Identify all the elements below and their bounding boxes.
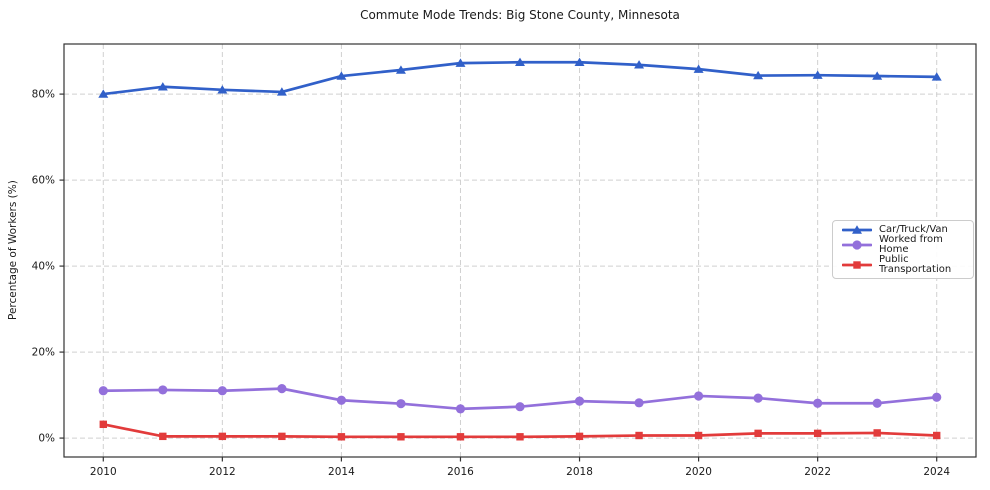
series-line-0 — [101, 60, 939, 96]
legend-line-triangle-icon — [842, 225, 872, 234]
legend: Car/Truck/Van Worked from Home Public Tr… — [832, 220, 974, 279]
data-point-marker — [694, 431, 703, 440]
chart-title: Commute Mode Trends: Big Stone County, M… — [360, 8, 680, 22]
legend-label: Car/Truck/Van — [879, 224, 948, 235]
data-point-marker — [455, 58, 466, 67]
x-tick-label: 2022 — [804, 466, 831, 478]
legend-item-worked-from-home: Worked from Home — [842, 235, 964, 255]
data-point-marker — [157, 82, 168, 91]
data-point-marker — [516, 433, 524, 441]
data-point-marker — [753, 393, 763, 403]
legend-line-square-icon — [842, 261, 872, 269]
data-point-marker — [872, 398, 882, 408]
x-tick-label: 2020 — [685, 466, 712, 478]
x-tick-label: 2012 — [209, 466, 236, 478]
legend-label: Worked from Home — [879, 234, 943, 255]
y-tick-label: 80% — [32, 89, 55, 101]
x-tick-label: 2014 — [328, 466, 355, 478]
data-point-marker — [158, 385, 168, 395]
legend-label: Public Transportation — [879, 254, 952, 275]
data-point-marker — [515, 402, 525, 412]
data-point-marker — [99, 420, 107, 429]
data-point-marker — [276, 87, 287, 96]
data-point-marker — [813, 398, 823, 408]
data-point-marker — [515, 57, 525, 66]
data-point-marker — [753, 70, 764, 80]
data-point-marker — [337, 433, 346, 441]
data-point-marker — [812, 70, 823, 79]
data-point-marker — [397, 433, 405, 441]
legend-marker-sample — [853, 261, 861, 269]
y-tick-label: 60% — [32, 175, 55, 187]
data-point-marker — [574, 57, 585, 66]
data-point-marker — [218, 432, 227, 441]
data-point-marker — [336, 395, 347, 405]
data-point-marker — [217, 386, 227, 396]
data-point-marker — [754, 429, 762, 438]
data-point-marker — [635, 431, 643, 440]
x-tick-label: 2010 — [90, 466, 117, 478]
axes-border — [63, 43, 977, 458]
data-point-marker — [396, 399, 406, 409]
data-point-marker — [634, 60, 645, 69]
legend-marker-sample — [852, 225, 862, 234]
data-point-marker — [693, 64, 704, 73]
data-point-marker — [813, 429, 822, 438]
data-point-marker — [932, 392, 942, 402]
data-point-marker — [217, 85, 228, 94]
data-point-marker — [395, 65, 406, 74]
data-point-marker — [634, 398, 644, 408]
data-point-marker — [456, 433, 465, 441]
legend-item-public-transportation: Public Transportation — [842, 255, 964, 275]
y-tick-label: 0% — [38, 433, 55, 445]
data-point-marker — [872, 71, 883, 80]
data-point-marker — [98, 386, 108, 396]
x-tick-label: 2018 — [566, 466, 593, 478]
legend-line-circle-icon — [842, 240, 872, 250]
y-tick-label: 20% — [32, 347, 55, 359]
data-point-marker — [98, 89, 109, 98]
data-point-marker — [277, 384, 287, 394]
data-point-marker — [159, 432, 167, 441]
data-point-marker — [873, 429, 881, 437]
data-point-marker — [693, 391, 704, 401]
data-point-marker — [933, 431, 941, 440]
legend-marker-sample — [852, 240, 862, 250]
x-tick-label: 2016 — [447, 466, 474, 478]
y-tick-label: 40% — [32, 261, 55, 273]
data-point-marker — [931, 72, 942, 81]
data-point-marker — [336, 71, 347, 80]
data-point-marker — [455, 404, 466, 414]
data-point-marker — [574, 396, 585, 406]
data-point-marker — [575, 432, 584, 441]
data-point-marker — [278, 432, 286, 441]
legend-item-car-truck-van: Car/Truck/Van — [842, 225, 964, 235]
x-tick-label: 2024 — [923, 466, 950, 478]
